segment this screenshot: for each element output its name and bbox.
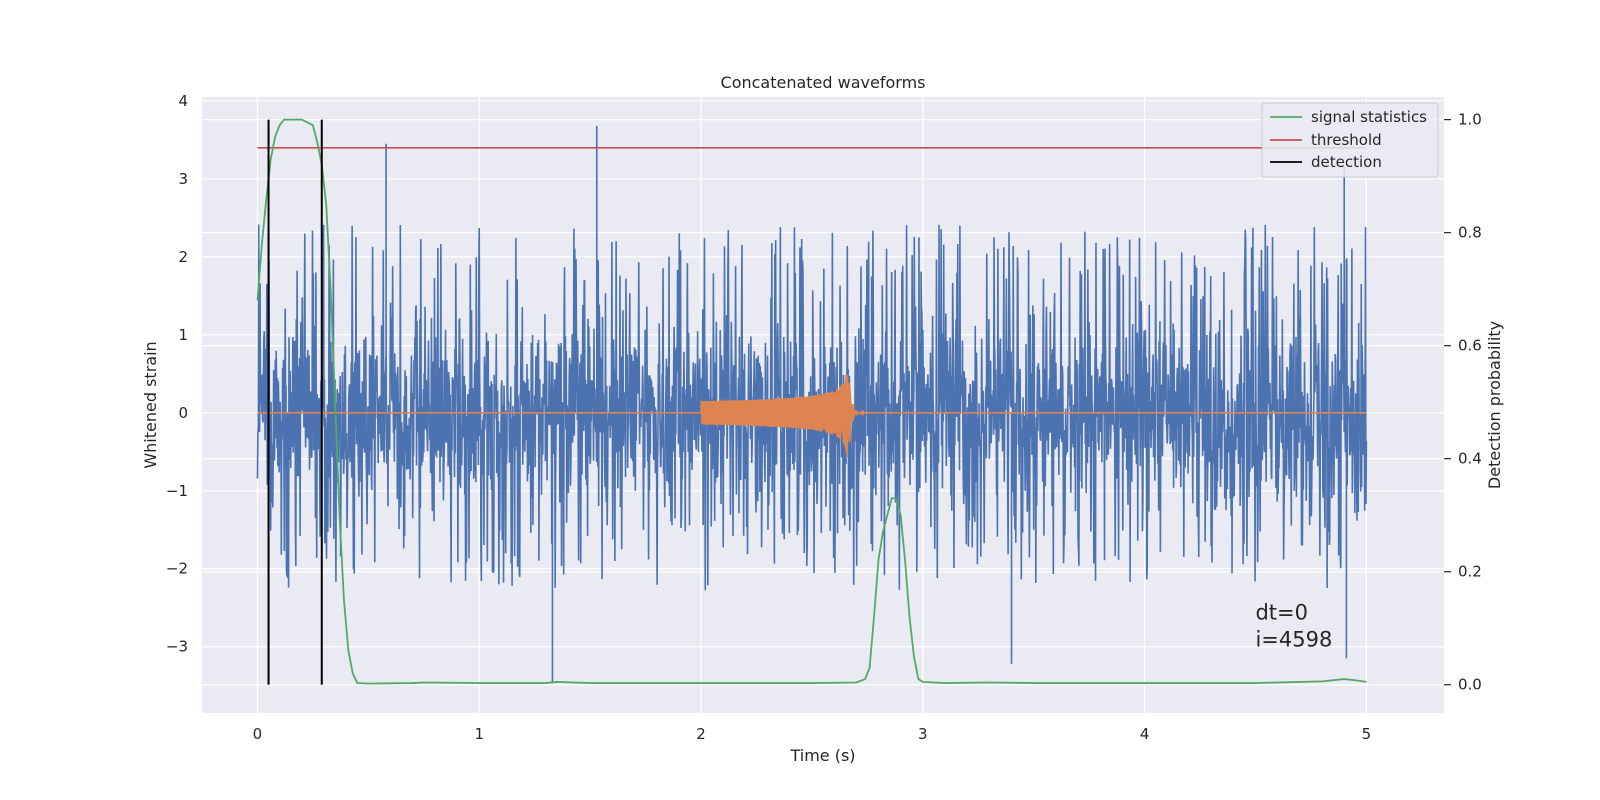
chart-title: Concatenated waveforms	[721, 73, 926, 92]
y-right-tick-label: 1.0	[1458, 111, 1482, 129]
x-tick-label: 4	[1140, 725, 1150, 743]
y-tick-label: 4	[178, 92, 188, 110]
annotation-text: i=4598	[1255, 628, 1332, 652]
y-tick-label: 2	[178, 248, 188, 266]
y-tick-label: 3	[178, 170, 188, 188]
annotations: dt=0 i=4598	[1255, 600, 1332, 651]
y-tick-label: −2	[166, 560, 188, 578]
x-axis-label: Time (s)	[789, 746, 855, 765]
legend-label-threshold: threshold	[1311, 131, 1382, 149]
x-tick-label: 2	[696, 725, 706, 743]
x-tick-labels: 0 1 2 3 4 5	[253, 725, 1371, 743]
y-tick-label: 1	[178, 326, 188, 344]
x-tick-label: 0	[253, 725, 263, 743]
legend: signal statistics threshold detection	[1261, 102, 1439, 178]
legend-label-signal-statistics: signal statistics	[1311, 108, 1427, 126]
y-axis-label: Whitened strain	[141, 341, 160, 468]
x-tick-label: 1	[474, 725, 484, 743]
y-right-tick-labels: 0.0 0.2 0.4 0.6 0.8 1.0	[1444, 111, 1482, 694]
y-right-tick-label: 0.8	[1458, 224, 1482, 242]
waveform-series	[700, 374, 868, 458]
legend-box	[1261, 102, 1439, 178]
y-right-axis-label: Detection probability	[1485, 321, 1504, 489]
y-right-tick-label: 0.0	[1458, 676, 1482, 694]
y-tick-label: −3	[166, 638, 188, 656]
plot-area	[256, 118, 1368, 685]
signal-statistics-line	[256, 118, 1367, 685]
detection-lines	[267, 119, 323, 685]
y-right-tick-label: 0.2	[1458, 563, 1482, 581]
y-right-tick-label: 0.6	[1458, 337, 1482, 355]
legend-label-detection: detection	[1311, 153, 1382, 171]
y-tick-labels: −3 −2 −1 0 1 2 3 4	[166, 92, 188, 656]
noise-extremes	[385, 125, 1348, 682]
y-tick-label: −1	[166, 482, 188, 500]
annotation-text: dt=0	[1255, 600, 1308, 624]
noise-series	[256, 224, 1368, 591]
y-right-tick-label: 0.4	[1458, 450, 1482, 468]
x-tick-label: 3	[918, 725, 928, 743]
y-tick-label: 0	[178, 404, 188, 422]
x-tick-label: 5	[1362, 725, 1372, 743]
